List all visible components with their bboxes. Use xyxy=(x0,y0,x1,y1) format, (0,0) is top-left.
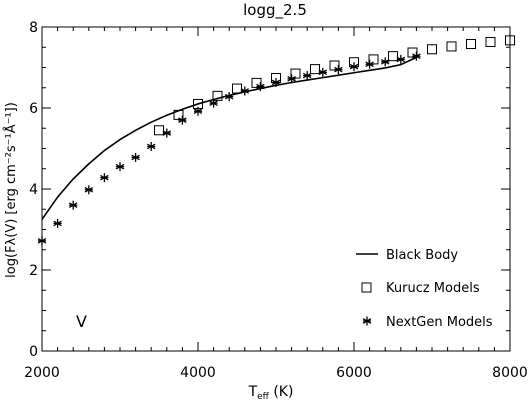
kurucz-point xyxy=(232,83,242,94)
y-tick-label: 4 xyxy=(29,182,38,198)
y-tick-label: 0 xyxy=(29,344,38,360)
nextgen-point xyxy=(334,65,343,75)
nextgen-point xyxy=(318,67,328,77)
legend-label-black-body: Black Body xyxy=(386,248,458,263)
nextgen-point xyxy=(146,141,156,151)
kurucz-point xyxy=(466,39,476,50)
series-layer xyxy=(37,35,515,246)
legend-item-kurucz: Kurucz Models xyxy=(361,281,480,296)
legend-item-nextgen: NextGen Models xyxy=(362,315,493,330)
kurucz-point xyxy=(290,68,301,79)
nextgen-point xyxy=(287,74,296,84)
y-axis-label: log(Fλ(V) [erg cm⁻²s⁻¹Å⁻¹]) xyxy=(3,102,19,278)
kurucz-point xyxy=(388,51,398,62)
nextgen-point xyxy=(37,236,47,246)
x-tick-label: 6000 xyxy=(336,365,372,381)
legend-item-black-body: Black Body xyxy=(356,248,458,263)
y-tick-label: 6 xyxy=(29,101,38,117)
nextgen-point xyxy=(365,59,374,69)
x-tick-label: 4000 xyxy=(180,365,216,381)
legend-asterisk-glyph xyxy=(362,316,372,326)
x-axis-label: Teff (K) xyxy=(248,384,294,402)
x-tick-label: 2000 xyxy=(24,365,60,381)
nextgen-point xyxy=(209,98,218,108)
kurucz-point xyxy=(212,90,223,101)
legend-label-nextgen: NextGen Models xyxy=(386,315,493,330)
nextgen-point xyxy=(302,71,312,81)
plot-frame xyxy=(41,26,511,352)
nextgen-point xyxy=(256,82,265,92)
kurucz-point xyxy=(427,44,437,55)
kurucz-point xyxy=(505,35,515,46)
nextgen-point xyxy=(396,54,406,64)
nextgen-point xyxy=(68,200,78,210)
y-tick-label: 2 xyxy=(29,263,38,279)
chart-title: logg_2.5 xyxy=(243,1,307,20)
nextgen-point xyxy=(53,218,62,228)
nextgen-point xyxy=(193,106,203,116)
x-tick-label: 8000 xyxy=(492,365,528,381)
nextgen-point xyxy=(271,77,281,87)
nextgen-point xyxy=(240,86,250,96)
x-axis-label-sub: eff xyxy=(257,392,270,402)
kurucz-point xyxy=(485,36,496,47)
series-line-black-body xyxy=(42,56,417,220)
kurucz-point xyxy=(173,109,184,120)
x-axis-ticks: 2000 4000 6000 8000 xyxy=(24,27,528,381)
nextgen-point xyxy=(100,173,109,183)
kurucz-point xyxy=(310,64,320,75)
nextgen-point xyxy=(224,92,234,102)
legend-swatch-kurucz xyxy=(361,282,372,293)
nextgen-point xyxy=(380,57,390,67)
nextgen-point xyxy=(178,115,187,125)
nextgen-point xyxy=(349,62,359,72)
x-axis-label-unit: (K) xyxy=(269,384,294,400)
nextgen-point xyxy=(131,152,140,162)
nextgen-point xyxy=(412,51,421,61)
y-tick-label: 8 xyxy=(29,20,38,36)
nextgen-point xyxy=(84,185,94,195)
nextgen-point xyxy=(162,128,172,138)
legend-label-kurucz: Kurucz Models xyxy=(386,281,480,296)
legend-swatch-nextgen xyxy=(362,316,372,326)
kurucz-point xyxy=(154,125,164,136)
legend: Black Body Kurucz Models NextGen Models xyxy=(356,248,493,330)
band-label: V xyxy=(76,312,87,331)
y-axis-ticks: 0 2 4 6 8 xyxy=(29,20,510,360)
kurucz-point xyxy=(446,41,457,52)
x-axis-label-main: T xyxy=(248,384,258,400)
nextgen-point xyxy=(115,162,125,172)
